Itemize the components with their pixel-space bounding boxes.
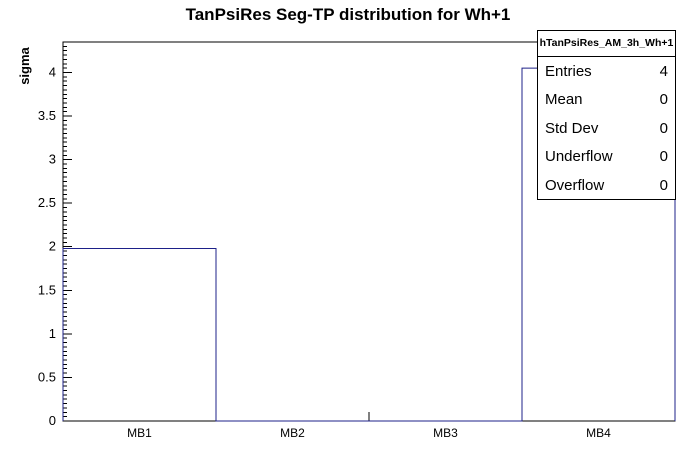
svg-text:MB2: MB2 (280, 426, 305, 440)
svg-text:1: 1 (49, 326, 56, 341)
stats-row-overflow: Overflow 0 (538, 171, 675, 200)
stats-label: Mean (545, 91, 583, 109)
y-axis-title: sigma (17, 47, 32, 85)
svg-text:MB1: MB1 (127, 426, 152, 440)
svg-text:2: 2 (49, 239, 56, 254)
svg-text:3.5: 3.5 (38, 108, 56, 123)
svg-text:MB3: MB3 (433, 426, 458, 440)
svg-text:0.5: 0.5 (38, 369, 56, 384)
stats-value: 4 (659, 62, 668, 80)
stats-row-entries: Entries 4 (538, 57, 675, 86)
chart-title: TanPsiRes Seg-TP distribution for Wh+1 (185, 5, 511, 24)
stats-box: hTanPsiRes_AM_3h_Wh+1 Entries 4 Mean 0 S… (537, 30, 676, 200)
stats-row-underflow: Underflow 0 (538, 143, 675, 172)
svg-text:2.5: 2.5 (38, 195, 56, 210)
stats-label: Underflow (545, 148, 613, 166)
stats-label: Overflow (545, 176, 605, 194)
stats-value: 0 (659, 91, 668, 109)
svg-text:4: 4 (49, 64, 56, 79)
svg-text:1.5: 1.5 (38, 282, 56, 297)
svg-text:MB4: MB4 (586, 426, 611, 440)
stats-label: Entries (545, 62, 592, 80)
stats-label: Std Dev (545, 119, 599, 137)
svg-text:3: 3 (49, 152, 56, 167)
stats-value: 0 (659, 176, 668, 194)
stats-value: 0 (659, 119, 668, 137)
svg-text:0: 0 (49, 413, 56, 428)
stats-title: hTanPsiRes_AM_3h_Wh+1 (538, 31, 675, 57)
stats-row-mean: Mean 0 (538, 86, 675, 115)
stats-value: 0 (659, 148, 668, 166)
stats-row-stddev: Std Dev 0 (538, 114, 675, 143)
